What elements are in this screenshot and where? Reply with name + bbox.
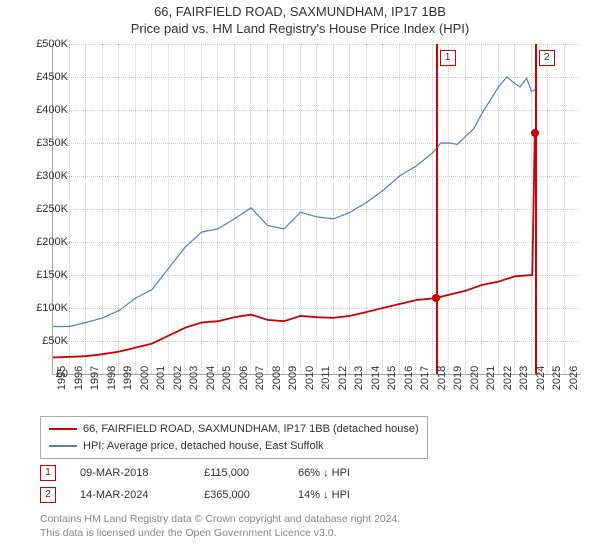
x-tick-label: 2019 bbox=[452, 366, 464, 390]
y-tick-label: £500K bbox=[20, 38, 68, 50]
plot-area: 12 bbox=[52, 44, 581, 375]
sale-num-box: 1 bbox=[40, 465, 56, 481]
x-tick-label: 1996 bbox=[73, 366, 85, 390]
x-tick-label: 2009 bbox=[287, 366, 299, 390]
x-tick-label: 2022 bbox=[502, 366, 514, 390]
x-tick-label: 2023 bbox=[518, 366, 530, 390]
x-tick-label: 1998 bbox=[106, 366, 118, 390]
x-tick-label: 2007 bbox=[254, 366, 266, 390]
x-tick-label: 2015 bbox=[386, 366, 398, 390]
sale-pct: 66% ↓ HPI bbox=[298, 467, 398, 479]
sale-date: 14-MAR-2024 bbox=[80, 489, 180, 501]
legend: 66, FAIRFIELD ROAD, SAXMUNDHAM, IP17 1BB… bbox=[40, 416, 428, 459]
y-tick-label: £250K bbox=[20, 203, 68, 215]
legend-swatch bbox=[49, 428, 77, 430]
y-tick-label: £200K bbox=[20, 236, 68, 248]
sale-marker-line bbox=[436, 44, 438, 374]
legend-swatch bbox=[49, 445, 77, 447]
legend-label: HPI: Average price, detached house, East… bbox=[83, 438, 324, 455]
x-tick-label: 2002 bbox=[172, 366, 184, 390]
series-svg bbox=[53, 44, 581, 374]
series-line-property bbox=[53, 133, 535, 357]
x-tick-label: 2018 bbox=[436, 366, 448, 390]
sales-table-row: 2 14-MAR-2024 £365,000 14% ↓ HPI bbox=[40, 484, 398, 506]
sale-marker-line bbox=[535, 44, 537, 374]
sale-price: £365,000 bbox=[204, 489, 274, 501]
x-tick-label: 1997 bbox=[89, 366, 101, 390]
title-line-1: 66, FAIRFIELD ROAD, SAXMUNDHAM, IP17 1BB bbox=[0, 4, 600, 21]
sale-dot bbox=[531, 129, 539, 137]
sales-table: 1 09-MAR-2018 £115,000 66% ↓ HPI 2 14-MAR-202… bbox=[40, 462, 398, 506]
y-tick-label: £450K bbox=[20, 71, 68, 83]
y-tick-label: £350K bbox=[20, 137, 68, 149]
license-line-1: Contains HM Land Registry data © Crown c… bbox=[40, 512, 400, 526]
x-tick-label: 2026 bbox=[568, 366, 580, 390]
x-tick-label: 2003 bbox=[188, 366, 200, 390]
x-tick-label: 2005 bbox=[221, 366, 233, 390]
x-tick-label: 2008 bbox=[271, 366, 283, 390]
license-text: Contains HM Land Registry data © Crown c… bbox=[40, 512, 400, 540]
x-tick-label: 2011 bbox=[320, 366, 332, 390]
x-tick-label: 2017 bbox=[419, 366, 431, 390]
sale-dot bbox=[432, 294, 440, 302]
x-tick-label: 2025 bbox=[551, 366, 563, 390]
x-tick-label: 2013 bbox=[353, 366, 365, 390]
sale-num-box: 2 bbox=[40, 487, 56, 503]
sale-marker-number: 1 bbox=[440, 50, 456, 66]
x-tick-label: 1995 bbox=[56, 366, 68, 390]
sales-table-row: 1 09-MAR-2018 £115,000 66% ↓ HPI bbox=[40, 462, 398, 484]
x-tick-label: 2010 bbox=[304, 366, 316, 390]
x-tick-label: 2021 bbox=[485, 366, 497, 390]
sale-marker-number: 2 bbox=[539, 50, 555, 66]
x-tick-label: 1999 bbox=[122, 366, 134, 390]
x-tick-label: 2004 bbox=[205, 366, 217, 390]
legend-item: HPI: Average price, detached house, East… bbox=[49, 438, 419, 455]
legend-label: 66, FAIRFIELD ROAD, SAXMUNDHAM, IP17 1BB… bbox=[83, 421, 419, 438]
series-line-hpi bbox=[53, 77, 536, 327]
x-tick-label: 2016 bbox=[403, 366, 415, 390]
chart-container: 66, FAIRFIELD ROAD, SAXMUNDHAM, IP17 1BB… bbox=[0, 0, 600, 560]
title-line-2: Price paid vs. HM Land Registry's House … bbox=[0, 21, 600, 38]
x-tick-label: 2024 bbox=[535, 366, 547, 390]
legend-item: 66, FAIRFIELD ROAD, SAXMUNDHAM, IP17 1BB… bbox=[49, 421, 419, 438]
sale-pct: 14% ↓ HPI bbox=[298, 489, 398, 501]
y-tick-label: £150K bbox=[20, 269, 68, 281]
y-tick-label: £100K bbox=[20, 302, 68, 314]
y-tick-label: £50K bbox=[20, 335, 68, 347]
chart-title: 66, FAIRFIELD ROAD, SAXMUNDHAM, IP17 1BB… bbox=[0, 0, 600, 38]
x-tick-label: 2006 bbox=[238, 366, 250, 390]
x-tick-label: 2001 bbox=[155, 366, 167, 390]
sale-price: £115,000 bbox=[204, 467, 274, 479]
license-line-2: This data is licensed under the Open Gov… bbox=[40, 526, 400, 540]
x-tick-label: 2014 bbox=[370, 366, 382, 390]
x-tick-label: 2020 bbox=[469, 366, 481, 390]
x-tick-label: 2000 bbox=[139, 366, 151, 390]
sale-date: 09-MAR-2018 bbox=[80, 467, 180, 479]
x-tick-label: 2012 bbox=[337, 366, 349, 390]
y-tick-label: £300K bbox=[20, 170, 68, 182]
y-tick-label: £400K bbox=[20, 104, 68, 116]
